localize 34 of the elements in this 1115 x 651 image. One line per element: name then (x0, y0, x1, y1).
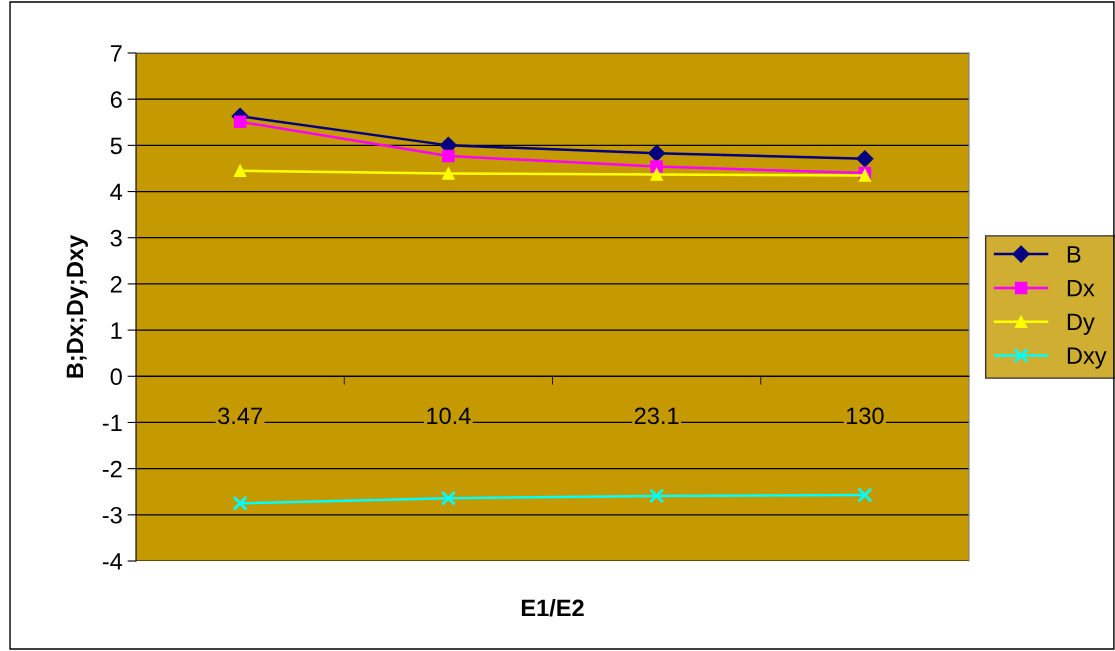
y-tick-label: 4 (110, 183, 123, 201)
x-axis-title: E1/E2 (521, 598, 584, 617)
point (442, 149, 455, 163)
legend-label: Dx (1067, 279, 1095, 297)
legend-label: B (1067, 246, 1081, 263)
x-tick-label: 23.1 (634, 407, 679, 425)
point (856, 150, 874, 168)
y-axis-title: B;Dx;Dy;Dxy (66, 234, 88, 378)
y-tick-label: 6 (110, 91, 122, 108)
point (232, 495, 248, 511)
y-tick-label: 3 (110, 229, 122, 247)
point (440, 490, 457, 506)
y-tick-label: -2 (102, 460, 122, 478)
point (233, 115, 247, 129)
y-tick-label: 0 (110, 368, 122, 386)
point (650, 168, 663, 181)
point (648, 488, 665, 504)
y-tick-label: -4 (102, 553, 123, 570)
point (233, 164, 247, 178)
y-tick-label: 5 (110, 137, 122, 155)
y-tick-label: 2 (110, 275, 122, 293)
point (648, 144, 666, 162)
x-tick-label: 3.47 (218, 407, 262, 425)
x-tick-label: 10.4 (427, 407, 471, 425)
x-tick-label: 130 (846, 407, 884, 425)
y-tick-label: 1 (111, 322, 122, 339)
legend-label: Dy (1067, 313, 1095, 335)
legend-label: Dxy (1067, 347, 1107, 369)
y-tick-label: 7 (110, 45, 122, 62)
point (650, 160, 663, 173)
y-tick-label: -1 (102, 414, 122, 432)
point (442, 167, 455, 180)
y-tick-label: -3 (102, 506, 122, 524)
point (857, 487, 873, 503)
